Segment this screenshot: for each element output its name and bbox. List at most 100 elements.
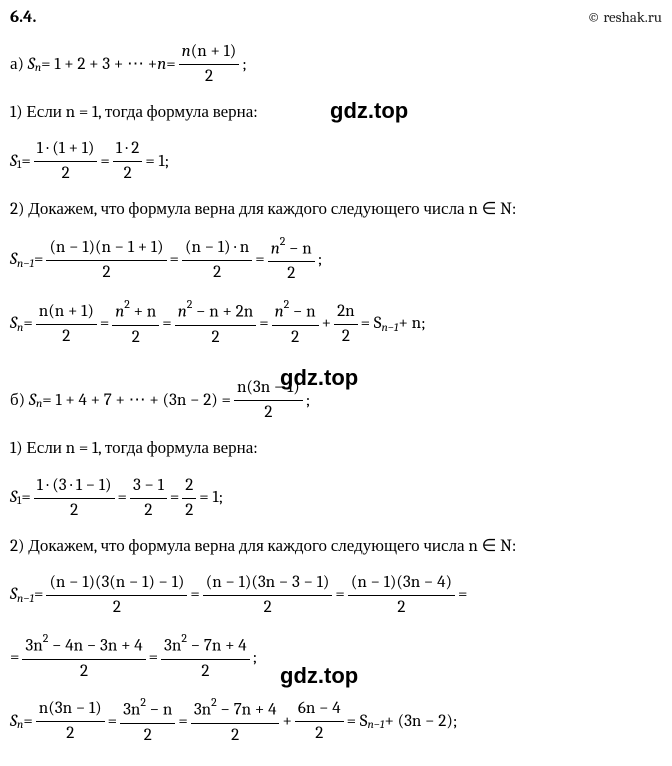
num-a: n: [178, 303, 187, 322]
num-n: n: [182, 42, 191, 61]
step1-text: 1) Если n = 1, тогда формула верна:: [10, 102, 662, 124]
den: 2: [141, 724, 155, 747]
s-sub: n−1: [17, 256, 34, 271]
num-b: − n: [146, 701, 172, 720]
num: 2: [182, 475, 196, 499]
sn1-calc: Sn−1 = (n − 1)(n − 1 + 1) 2 = (n − 1) · …: [10, 236, 662, 286]
num: 2n: [334, 301, 358, 325]
s-sub: n: [17, 320, 23, 335]
step2-text: 2) Докажем, что формула верна для каждог…: [10, 199, 662, 221]
result-a: = S: [347, 711, 368, 733]
semicolon: ;: [306, 390, 311, 412]
s1-calc-b: S1 = 1 · (3 · 1 − 1) 2 = 3 − 1 2 = 2 2 =…: [10, 475, 662, 522]
num: (n − 1)(3n − 4): [348, 572, 455, 596]
eq: =: [170, 249, 179, 271]
eq: =: [178, 711, 187, 733]
fraction: n2 − n + 2n 2: [175, 299, 256, 349]
s-var: S: [10, 249, 17, 271]
eq: =: [458, 584, 467, 606]
num-b: − n + 2n: [192, 303, 253, 322]
series-text: = 1 + 4 + 7 + ⋯ + (3n − 2) =: [42, 390, 231, 412]
eq: =: [255, 249, 264, 271]
sn1-calc-b: Sn−1 = (n − 1)(3(n − 1) − 1) 2 = (n − 1)…: [10, 572, 662, 619]
den: 2: [261, 596, 275, 619]
sup: 2: [181, 631, 187, 645]
den: 2: [67, 499, 81, 522]
num: 1 · (1 + 1): [34, 138, 98, 162]
den: 2: [208, 326, 222, 349]
den: 2: [99, 261, 113, 284]
num: n(3n − 1): [36, 698, 105, 722]
eq: =: [190, 584, 199, 606]
sn1-cont: = 3n2 − 4n − 3n + 4 2 = 3n2 − 7n + 4 2 ;: [10, 633, 662, 683]
fraction: (n − 1)(3n − 3 − 1) 2: [203, 572, 333, 619]
eq: =: [23, 711, 32, 733]
n-var: n: [157, 54, 166, 76]
s-sub: n: [17, 717, 23, 732]
eq: =: [21, 487, 30, 509]
den: 2: [129, 326, 143, 349]
plus: +: [322, 313, 331, 335]
fraction: (n − 1) · n 2: [182, 237, 252, 284]
sn-calc: Sn = n(n + 1) 2 = n2 + n 2 = n2 − n + 2n…: [10, 299, 662, 349]
den: 2: [59, 162, 73, 185]
num-b: − n: [285, 239, 311, 258]
fraction: (n − 1)(3(n − 1) − 1) 2: [46, 572, 187, 619]
part-a-label: а): [10, 54, 24, 76]
s-sub: n: [35, 60, 41, 75]
num-a: n: [275, 303, 284, 322]
fraction: n2 + n 2: [112, 299, 159, 349]
num: 1 · 2: [113, 138, 142, 162]
sup: 2: [284, 297, 290, 311]
num-b: + n: [130, 303, 156, 322]
den: 2: [182, 499, 196, 522]
den: 2: [261, 401, 275, 424]
fraction: n(3n − 1) 2: [36, 698, 105, 745]
series-text: = 1 + 2 + 3 + ⋯ +: [41, 54, 157, 76]
semicolon: ;: [253, 647, 258, 669]
s-var: S: [10, 584, 17, 606]
sup: 2: [280, 234, 286, 248]
fraction: 3 − 1 2: [130, 475, 167, 522]
num: (n − 1)(n − 1 + 1): [46, 237, 166, 261]
sup: 2: [124, 297, 130, 311]
s-sub: 1: [17, 157, 21, 172]
result-b: + n;: [398, 313, 425, 335]
eq: =: [118, 487, 127, 509]
fraction: 2 2: [182, 475, 196, 522]
num-b: − n: [289, 303, 315, 322]
den: 2: [63, 722, 77, 745]
eq: =: [149, 647, 158, 669]
eq: =: [100, 151, 109, 173]
num: (n − 1)(3(n − 1) − 1): [46, 572, 187, 596]
s-var: S: [10, 313, 17, 335]
problem-number: 6.4.: [10, 8, 36, 27]
result-a: = S: [361, 313, 382, 335]
den: 2: [288, 326, 302, 349]
eq: =: [10, 647, 19, 669]
fraction: 1 · (1 + 1) 2: [34, 138, 98, 185]
num-a: 3n: [194, 701, 211, 720]
sn-calc-b: Sn = n(3n − 1) 2 = 3n2 − n 2 = 3n2 − 7n …: [10, 697, 662, 747]
fraction: n(n + 1) 2: [36, 301, 97, 348]
num: n(3n − 1): [234, 377, 303, 401]
num: 1 · (3 · 1 − 1): [34, 475, 115, 499]
eq: =: [34, 584, 43, 606]
den: 2: [202, 65, 216, 88]
step2-text: 2) Докажем, что формула верна для каждог…: [10, 536, 662, 558]
result: = 1;: [199, 487, 223, 509]
s-var: S: [10, 487, 17, 509]
num-a: n: [271, 239, 280, 258]
sup: 2: [187, 297, 193, 311]
eq: =: [100, 313, 109, 335]
fraction: n(n + 1) 2: [179, 41, 240, 88]
den: 2: [59, 325, 73, 348]
s-sub: 1: [17, 493, 21, 508]
num-rest: (n + 1): [191, 42, 237, 61]
s-sub: n: [36, 396, 42, 411]
num-a: 3n: [123, 701, 140, 720]
den: 2: [77, 660, 91, 683]
sup: 2: [211, 695, 217, 709]
den: 2: [339, 325, 353, 348]
s-var: S: [28, 54, 35, 76]
